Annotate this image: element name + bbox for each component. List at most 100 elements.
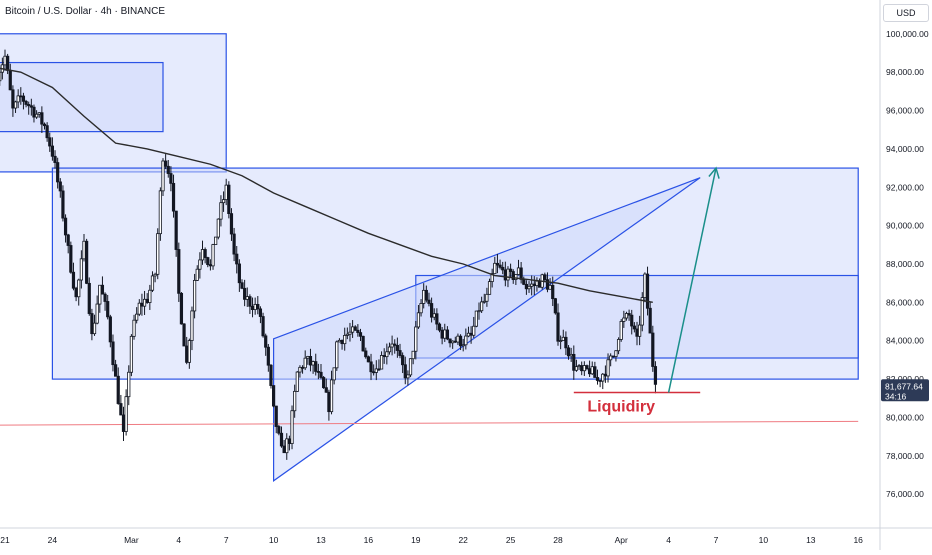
candle	[648, 302, 652, 334]
candle	[593, 361, 597, 378]
candle-body	[535, 280, 539, 287]
candle	[11, 85, 15, 117]
candle-body	[24, 100, 28, 105]
candle	[624, 311, 629, 321]
candle	[358, 328, 363, 342]
candle	[653, 361, 658, 394]
candle-body	[298, 366, 302, 373]
candle-body	[74, 287, 78, 298]
candle	[66, 233, 70, 254]
y-tick-label: 92,000.00	[886, 182, 924, 192]
candle-body	[253, 303, 257, 311]
candle	[630, 309, 634, 335]
candle-body	[432, 313, 436, 318]
candle-body	[42, 123, 47, 127]
candle	[414, 320, 418, 360]
candle-body	[385, 351, 389, 358]
candle-body	[422, 289, 426, 304]
candle-body	[211, 244, 215, 267]
candle	[427, 292, 431, 307]
candle	[177, 242, 181, 302]
candle	[627, 309, 631, 321]
currency-label[interactable]: USD	[883, 4, 929, 22]
candle-body	[314, 361, 318, 372]
candle-body	[79, 258, 83, 281]
candle-body	[624, 313, 629, 319]
candle	[35, 110, 39, 119]
symbol-title[interactable]: Bitcoin / U.S. Dollar · 4h · BINANCE	[5, 6, 166, 17]
candle-body	[332, 367, 336, 381]
candle	[161, 158, 165, 197]
candle-body	[182, 323, 186, 347]
candle	[32, 104, 36, 123]
candle	[472, 316, 476, 339]
candle-body	[124, 396, 128, 432]
candle	[266, 343, 270, 372]
candle	[232, 227, 236, 262]
x-tick-label: 16	[853, 535, 863, 545]
candle-body	[643, 273, 647, 298]
candle-body	[306, 355, 310, 359]
candle-body	[129, 335, 133, 373]
candle-body	[271, 385, 276, 407]
candle-body	[177, 249, 181, 294]
moving-average-line	[0, 67, 653, 304]
candle-body	[121, 414, 126, 432]
x-tick-label: 13	[806, 535, 816, 545]
candle	[227, 181, 231, 219]
candle	[137, 299, 141, 317]
candle	[63, 214, 68, 243]
candle	[16, 89, 20, 109]
candle-body	[290, 410, 294, 444]
candle	[585, 364, 589, 371]
x-tick-label: 13	[316, 535, 326, 545]
candle	[364, 347, 368, 359]
candle-body	[250, 305, 255, 311]
candle-body	[480, 301, 484, 312]
candle	[324, 378, 328, 393]
candle-body	[185, 345, 189, 363]
plot-area: Liquidiry	[0, 33, 859, 482]
candle-body	[595, 377, 600, 381]
candle	[651, 325, 655, 372]
candle-body	[435, 313, 439, 325]
candle	[42, 122, 47, 130]
liquidity-label: Liquidiry	[587, 399, 655, 416]
candle-body	[585, 365, 589, 370]
candle-body	[285, 438, 289, 454]
candle	[127, 365, 131, 406]
candle	[487, 278, 492, 295]
candle	[482, 293, 486, 304]
candle	[243, 279, 247, 307]
candle	[498, 259, 502, 270]
candle	[461, 338, 465, 352]
candle	[551, 276, 555, 307]
candle-body	[103, 293, 107, 302]
candle-body	[237, 263, 241, 284]
candle-body	[266, 346, 270, 366]
candle	[401, 352, 405, 374]
candle	[148, 284, 152, 310]
candle-body	[530, 283, 534, 287]
candle-body	[8, 70, 12, 91]
candle-body	[532, 283, 536, 287]
candle-body	[645, 273, 650, 309]
candle	[640, 292, 644, 332]
y-tick-label: 82,000.00	[886, 374, 924, 384]
candle-body	[274, 405, 278, 427]
candle-body	[232, 233, 236, 255]
candle	[169, 166, 173, 192]
candle	[332, 367, 336, 385]
candle	[279, 426, 284, 448]
candle-body	[269, 364, 273, 386]
candle-body	[414, 326, 418, 352]
candle-body	[556, 312, 560, 342]
candle-body	[593, 366, 597, 378]
candle	[495, 253, 500, 274]
candle-body	[543, 274, 547, 281]
candle	[258, 306, 263, 324]
x-tick-label: 21	[0, 535, 10, 545]
candle	[166, 159, 170, 178]
